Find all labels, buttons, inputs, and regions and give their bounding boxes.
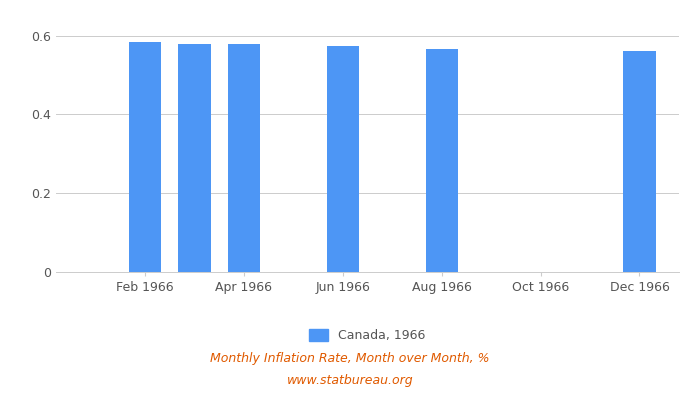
- Bar: [129, 42, 161, 272]
- Bar: [327, 46, 359, 272]
- Bar: [228, 44, 260, 272]
- Text: www.statbureau.org: www.statbureau.org: [287, 374, 413, 387]
- Bar: [178, 44, 211, 272]
- Bar: [426, 49, 458, 272]
- Legend: Canada, 1966: Canada, 1966: [304, 324, 430, 347]
- Text: Monthly Inflation Rate, Month over Month, %: Monthly Inflation Rate, Month over Month…: [210, 352, 490, 365]
- Bar: [624, 51, 655, 272]
